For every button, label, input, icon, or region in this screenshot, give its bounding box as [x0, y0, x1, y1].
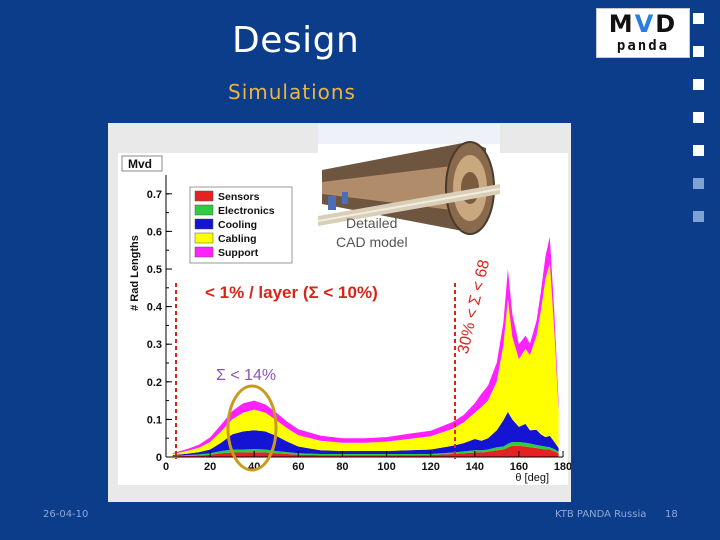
- slide-subtitle: Simulations: [228, 80, 356, 104]
- y-tick-label: 0: [156, 452, 162, 464]
- cad-model-image: Detailed CAD model: [318, 124, 500, 260]
- x-tick-label: 180: [554, 461, 571, 473]
- bullet-square-icon: [693, 211, 704, 222]
- decorative-bullets: [693, 13, 705, 244]
- legend-swatch-cooling: [194, 218, 214, 230]
- annotation-sum-14: Σ < 14%: [216, 367, 276, 384]
- y-tick-label: 0.6: [147, 226, 162, 238]
- y-tick-label: 0.4: [147, 302, 163, 314]
- x-tick-label: 80: [336, 461, 348, 473]
- highlight-circle: [226, 384, 278, 472]
- footer-center: KTB PANDA Russia: [555, 509, 647, 520]
- bullet-square-icon: [693, 46, 704, 57]
- x-tick-label: 100: [377, 461, 395, 473]
- bullet-square-icon: [693, 79, 704, 90]
- y-tick-label: 0.5: [147, 264, 162, 276]
- x-tick-label: 60: [292, 461, 304, 473]
- legend-label-cabling: Cabling: [218, 233, 257, 245]
- chart-title: Mvd: [128, 157, 152, 171]
- footer-date: 26-04-10: [43, 509, 89, 520]
- series-area-sensors: [172, 445, 559, 457]
- series-area-cooling: [172, 411, 559, 456]
- logo-text-mvd: MVD: [608, 10, 678, 38]
- x-tick-label: 160: [510, 461, 528, 473]
- chart-title-box: [121, 155, 163, 172]
- y-tick-label: 0.1: [147, 414, 162, 426]
- x-tick-label: 0: [163, 461, 169, 473]
- x-axis-label: θ [deg]: [515, 472, 549, 484]
- annotation-per-layer: < 1% / layer (Σ < 10%): [205, 283, 378, 302]
- slide-title: Design: [232, 20, 360, 61]
- legend-swatch-support: [194, 246, 214, 258]
- mvd-panda-logo: MVD panda: [596, 8, 690, 58]
- legend-label-sensors: Sensors: [218, 191, 260, 203]
- bullet-square-icon: [693, 112, 704, 123]
- x-tick-label: 20: [204, 461, 216, 473]
- legend-label-cooling: Cooling: [218, 219, 257, 231]
- logo-text-panda: panda: [616, 38, 670, 54]
- bullet-square-icon: [693, 178, 704, 189]
- cad-caption-line1: Detailed: [346, 215, 397, 231]
- legend-label-support: Support: [218, 247, 259, 259]
- legend-swatch-electronics: [194, 204, 214, 216]
- legend-swatch-sensors: [194, 190, 214, 202]
- footer-page: 18: [665, 509, 678, 520]
- x-tick-label: 120: [421, 461, 439, 473]
- y-tick-label: 0.3: [147, 339, 162, 351]
- legend-label-electronics: Electronics: [218, 205, 275, 217]
- series-area-electronics: [172, 442, 559, 457]
- bullet-square-icon: [693, 13, 704, 24]
- y-tick-label: 0.7: [147, 189, 162, 201]
- y-axis-label: # Rad Lengths: [129, 235, 141, 311]
- bullet-square-icon: [693, 145, 704, 156]
- legend-swatch-cabling: [194, 232, 214, 244]
- y-tick-label: 0.2: [147, 377, 162, 389]
- cad-caption-line2: CAD model: [336, 234, 408, 250]
- x-tick-label: 140: [466, 461, 484, 473]
